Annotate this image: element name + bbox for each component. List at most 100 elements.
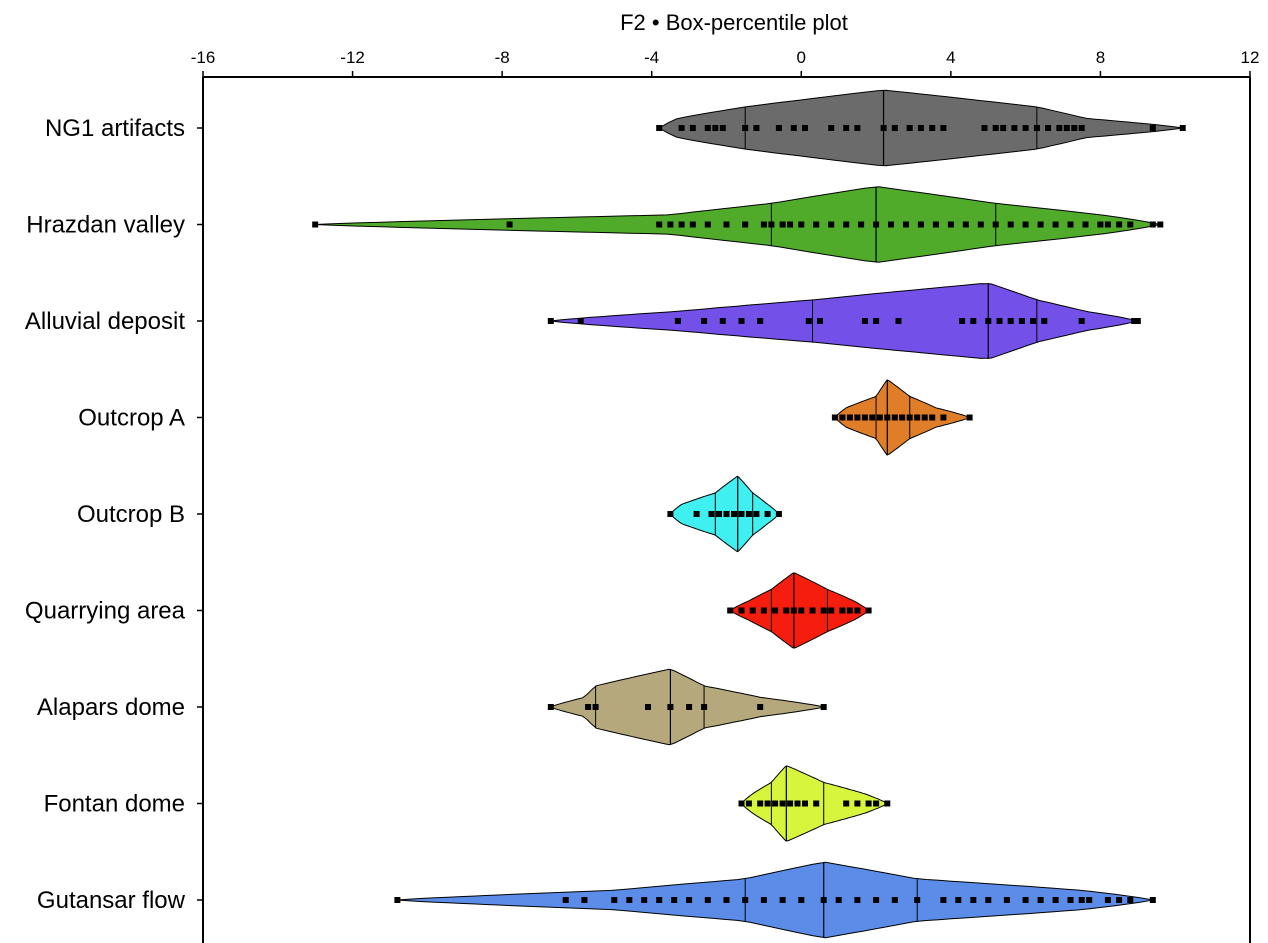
data-point [802, 125, 808, 131]
data-point [656, 221, 663, 228]
data-point [985, 897, 992, 903]
data-point [854, 125, 861, 131]
data-point [1086, 897, 1093, 903]
data-point [809, 607, 816, 614]
data-point [947, 221, 954, 228]
data-point [873, 318, 880, 324]
data-point [719, 318, 726, 324]
distribution-group [667, 475, 782, 553]
data-point [914, 897, 921, 903]
data-point [693, 511, 700, 517]
data-point [1052, 897, 1059, 903]
data-point [1097, 221, 1104, 228]
data-point [828, 125, 835, 131]
data-point [592, 704, 599, 710]
data-point [880, 125, 887, 131]
data-point [854, 607, 861, 614]
data-point [645, 704, 651, 710]
data-point [1071, 125, 1078, 131]
data-point [772, 607, 779, 614]
data-point [906, 125, 913, 131]
data-point [779, 800, 786, 807]
category-label: Alluvial deposit [25, 308, 185, 335]
chart-title: F2 • Box-percentile plot [620, 10, 848, 35]
x-tick-label: 8 [1096, 48, 1105, 67]
data-point [775, 125, 782, 131]
data-point [906, 414, 913, 421]
data-point [1022, 221, 1029, 228]
data-point [813, 221, 820, 228]
data-point [858, 221, 865, 228]
data-point [798, 607, 805, 614]
data-point [873, 800, 880, 807]
data-point [757, 800, 764, 807]
data-point [704, 897, 711, 903]
data-point [1104, 897, 1111, 903]
data-point [626, 897, 633, 903]
data-point [760, 897, 767, 903]
data-point [1078, 318, 1085, 324]
data-point [562, 897, 569, 903]
data-point [667, 511, 674, 517]
data-point [970, 318, 977, 324]
data-point [959, 318, 966, 324]
category-label: Alapars dome [37, 694, 185, 721]
data-point [1003, 897, 1010, 903]
data-point [667, 704, 674, 710]
data-point [689, 125, 696, 131]
data-point [903, 221, 909, 228]
data-point [869, 414, 876, 421]
data-point [1067, 897, 1074, 903]
x-tick-label: -12 [340, 48, 365, 67]
data-point [914, 414, 921, 421]
data-point [547, 704, 554, 710]
data-point [820, 607, 827, 614]
data-point [854, 800, 861, 807]
data-point [727, 607, 734, 614]
data-point [775, 511, 782, 517]
data-point [917, 221, 924, 228]
data-point [835, 897, 842, 903]
category-label: Hrazdan valley [26, 212, 185, 239]
data-point [1022, 897, 1029, 903]
data-point [779, 897, 786, 903]
data-point [667, 221, 674, 228]
data-point [865, 800, 872, 807]
x-tick-label: 12 [1241, 48, 1260, 67]
data-point [854, 414, 861, 421]
data-point [394, 897, 401, 903]
data-point [962, 221, 969, 228]
data-point [1134, 318, 1141, 324]
data-point [787, 800, 794, 807]
data-point [992, 125, 999, 131]
data-point [828, 607, 835, 614]
data-point [831, 414, 838, 421]
data-point [839, 607, 846, 614]
data-point [1037, 221, 1044, 228]
data-point [1127, 897, 1134, 903]
x-tick-label: 0 [797, 48, 806, 67]
data-point [802, 800, 808, 807]
data-point [753, 511, 760, 517]
data-point [753, 125, 760, 131]
data-point [932, 221, 939, 228]
data-point [671, 897, 678, 903]
data-point [955, 897, 962, 903]
data-point [719, 125, 726, 131]
data-point [876, 414, 883, 421]
data-point [577, 318, 584, 324]
category-label: Outcrop B [77, 501, 185, 528]
data-point [701, 318, 708, 324]
x-tick-label: -8 [495, 48, 510, 67]
data-point [940, 125, 947, 131]
data-point [764, 511, 771, 517]
data-point [742, 221, 749, 228]
data-point [1104, 221, 1111, 228]
category-label: Outcrop A [78, 405, 185, 432]
distribution-group [312, 186, 1164, 263]
data-point [678, 125, 685, 131]
data-point [813, 800, 820, 807]
distribution-group [394, 861, 1156, 939]
data-point [738, 607, 745, 614]
data-point [1022, 125, 1029, 131]
